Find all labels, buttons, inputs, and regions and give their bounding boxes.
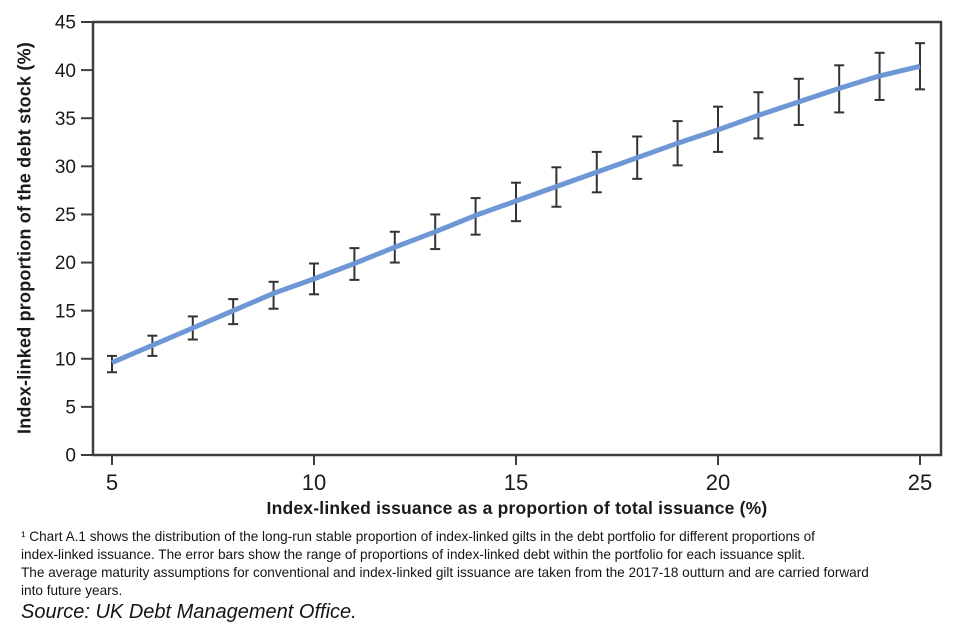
x-tick-label: 5 [106, 470, 118, 495]
footnote-line: into future years. [21, 583, 123, 598]
plot-frame [91, 20, 943, 457]
footnote-line: index-linked issuance. The error bars sh… [21, 547, 806, 562]
x-tick-label: 10 [302, 470, 326, 495]
y-tick-label: 20 [55, 253, 76, 274]
x-tick-label: 15 [504, 470, 528, 495]
footnote: ¹ Chart A.1 shows the distribution of th… [21, 528, 869, 600]
x-axis-title: Index-linked issuance as a proportion of… [266, 498, 768, 518]
x-tick-label: 25 [908, 470, 932, 495]
y-tick-label: 40 [55, 61, 76, 82]
footnote-line: The average maturity assumptions for con… [21, 565, 869, 580]
trend-line [111, 63, 921, 365]
y-tick-label: 45 [55, 13, 76, 34]
y-tick-label: 5 [65, 398, 76, 419]
footnote-line: ¹ Chart A.1 shows the distribution of th… [21, 529, 815, 544]
y-axis-title: Index-linked proportion of the debt stoc… [14, 41, 35, 435]
y-tick-label: 30 [55, 157, 76, 178]
x-tick-label: 20 [706, 470, 730, 495]
y-tick-label: 15 [55, 301, 76, 322]
y-tick-label: 0 [65, 446, 76, 467]
y-tick-label: 10 [55, 349, 76, 370]
y-tick-label: 35 [55, 109, 76, 130]
source-note: Source: UK Debt Management Office. [21, 601, 357, 623]
y-tick-label: 25 [55, 205, 76, 226]
